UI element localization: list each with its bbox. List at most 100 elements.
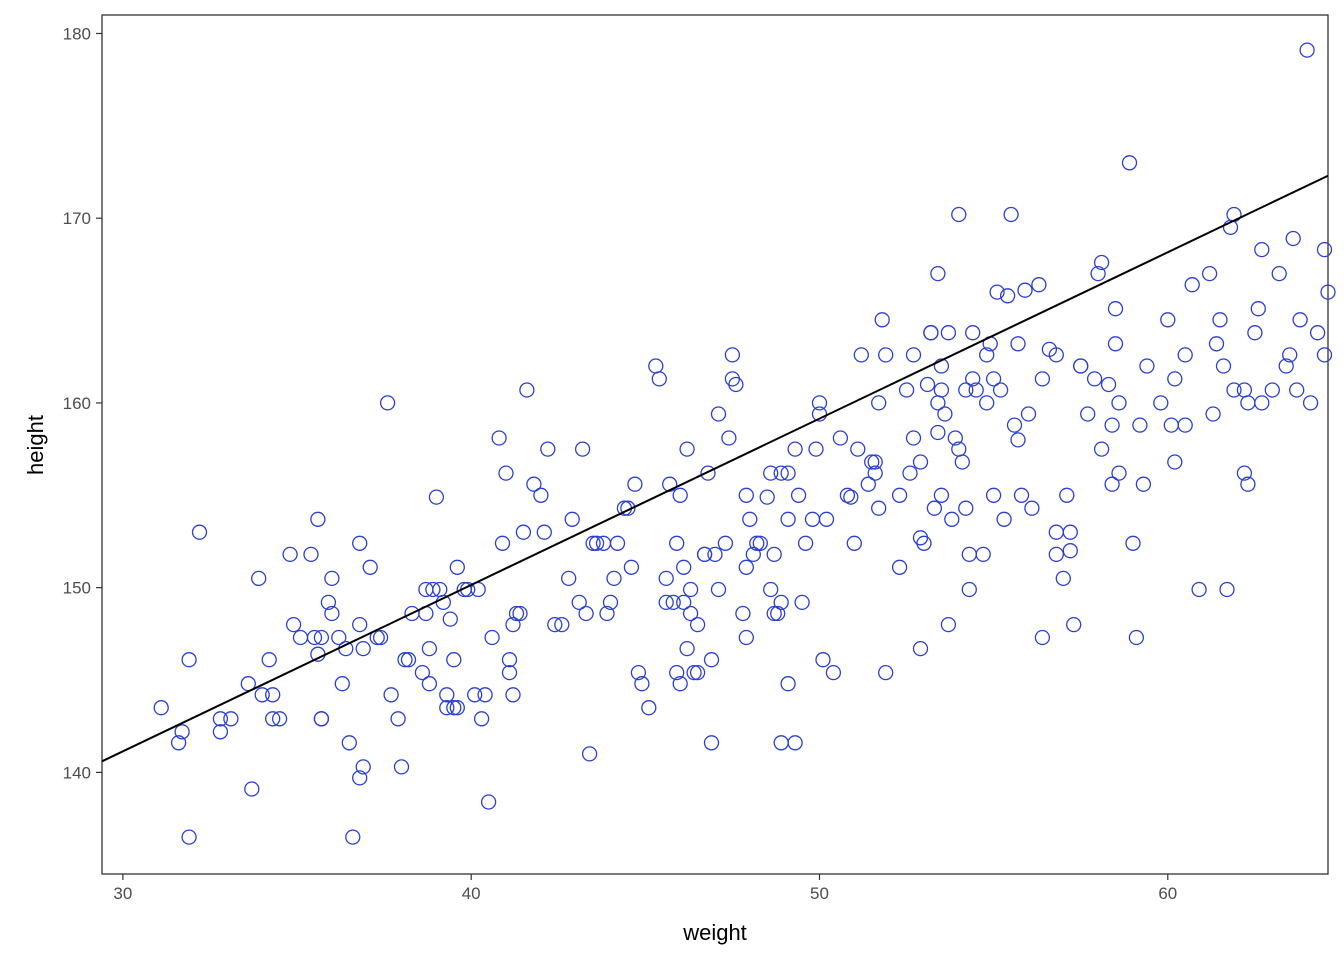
- data-point: [689, 616, 706, 633]
- data-point: [338, 640, 354, 657]
- data-point: [602, 594, 619, 611]
- data-point: [439, 687, 455, 703]
- data-point: [651, 371, 667, 387]
- data-point: [1160, 312, 1176, 328]
- data-point: [397, 652, 413, 668]
- data-point: [439, 700, 455, 716]
- data-point: [710, 581, 727, 598]
- data-point: [153, 700, 169, 716]
- data-point: [794, 594, 810, 611]
- data-point: [421, 640, 438, 657]
- data-point: [428, 489, 445, 505]
- x-tick-label: 50: [810, 884, 829, 903]
- x-axis: 30 40 50 60: [113, 874, 1177, 903]
- y-axis: 140 150 160 170 180: [63, 24, 102, 782]
- data-point: [864, 454, 880, 470]
- data-point: [944, 511, 960, 527]
- data-point: [310, 511, 326, 527]
- data-point: [933, 487, 950, 503]
- data-point: [878, 347, 894, 363]
- data-point: [1205, 406, 1221, 422]
- data-point: [480, 794, 497, 810]
- data-point: [1250, 301, 1266, 317]
- data-point: [979, 347, 995, 363]
- data-point: [979, 395, 995, 411]
- data-point: [1302, 395, 1319, 411]
- data-point: [947, 430, 963, 446]
- data-point: [707, 546, 723, 563]
- data-point: [682, 581, 699, 598]
- data-point: [393, 759, 410, 775]
- data-point: [1299, 42, 1315, 58]
- data-point: [1184, 277, 1200, 293]
- data-point: [954, 454, 970, 470]
- data-point: [1104, 476, 1120, 492]
- data-point: [484, 629, 500, 646]
- data-point: [352, 616, 368, 633]
- data-point: [345, 829, 361, 845]
- data-point: [738, 559, 754, 575]
- data-point: [679, 640, 695, 657]
- data-point: [449, 559, 465, 575]
- data-point: [1100, 376, 1117, 393]
- data-point: [773, 735, 789, 751]
- data-point: [355, 640, 371, 657]
- data-point: [818, 511, 835, 527]
- data-point: [1034, 629, 1051, 646]
- data-point: [878, 664, 894, 681]
- data-point: [421, 676, 438, 692]
- data-point: [244, 781, 260, 797]
- data-point: [1292, 312, 1308, 328]
- data-point: [1020, 406, 1037, 422]
- data-point: [703, 735, 720, 751]
- data-point: [985, 371, 1002, 387]
- data-point: [254, 687, 270, 703]
- data-point: [606, 570, 622, 587]
- data-point: [940, 616, 957, 633]
- data-point: [853, 347, 869, 363]
- data-point: [1309, 325, 1326, 341]
- data-point: [891, 487, 908, 503]
- data-point: [501, 652, 518, 668]
- data-point: [324, 605, 340, 622]
- data-point: [735, 605, 751, 622]
- data-point: [251, 570, 267, 587]
- data-point: [937, 406, 953, 422]
- data-point: [721, 430, 737, 446]
- data-point: [1153, 395, 1169, 411]
- y-tick-label: 180: [63, 24, 91, 43]
- data-point: [313, 629, 330, 646]
- data-point: [533, 487, 549, 503]
- data-point: [1111, 465, 1127, 481]
- data-point: [742, 511, 758, 527]
- data-point: [1010, 432, 1026, 448]
- data-point: [341, 735, 357, 751]
- data-point: [999, 288, 1016, 304]
- data-point: [843, 489, 859, 505]
- data-point: [773, 594, 789, 611]
- data-point: [1073, 358, 1089, 374]
- data-point: [763, 581, 779, 598]
- data-point: [902, 465, 918, 481]
- data-point: [1240, 476, 1256, 492]
- data-point: [1128, 629, 1145, 646]
- data-point: [710, 406, 727, 422]
- data-point: [804, 511, 821, 527]
- data-point: [738, 629, 754, 646]
- data-point: [1062, 543, 1078, 559]
- data-point: [1247, 325, 1263, 341]
- data-point: [811, 406, 828, 422]
- data-points: [153, 42, 1336, 845]
- data-point: [1107, 301, 1124, 317]
- x-axis-title: weight: [682, 920, 747, 945]
- data-point: [442, 611, 458, 627]
- data-point: [867, 465, 883, 481]
- data-point: [285, 616, 302, 633]
- data-point: [728, 376, 744, 393]
- data-point: [648, 358, 664, 374]
- data-point: [1254, 241, 1270, 258]
- data-point: [912, 454, 929, 470]
- data-point: [1219, 581, 1235, 598]
- data-point: [1226, 206, 1242, 223]
